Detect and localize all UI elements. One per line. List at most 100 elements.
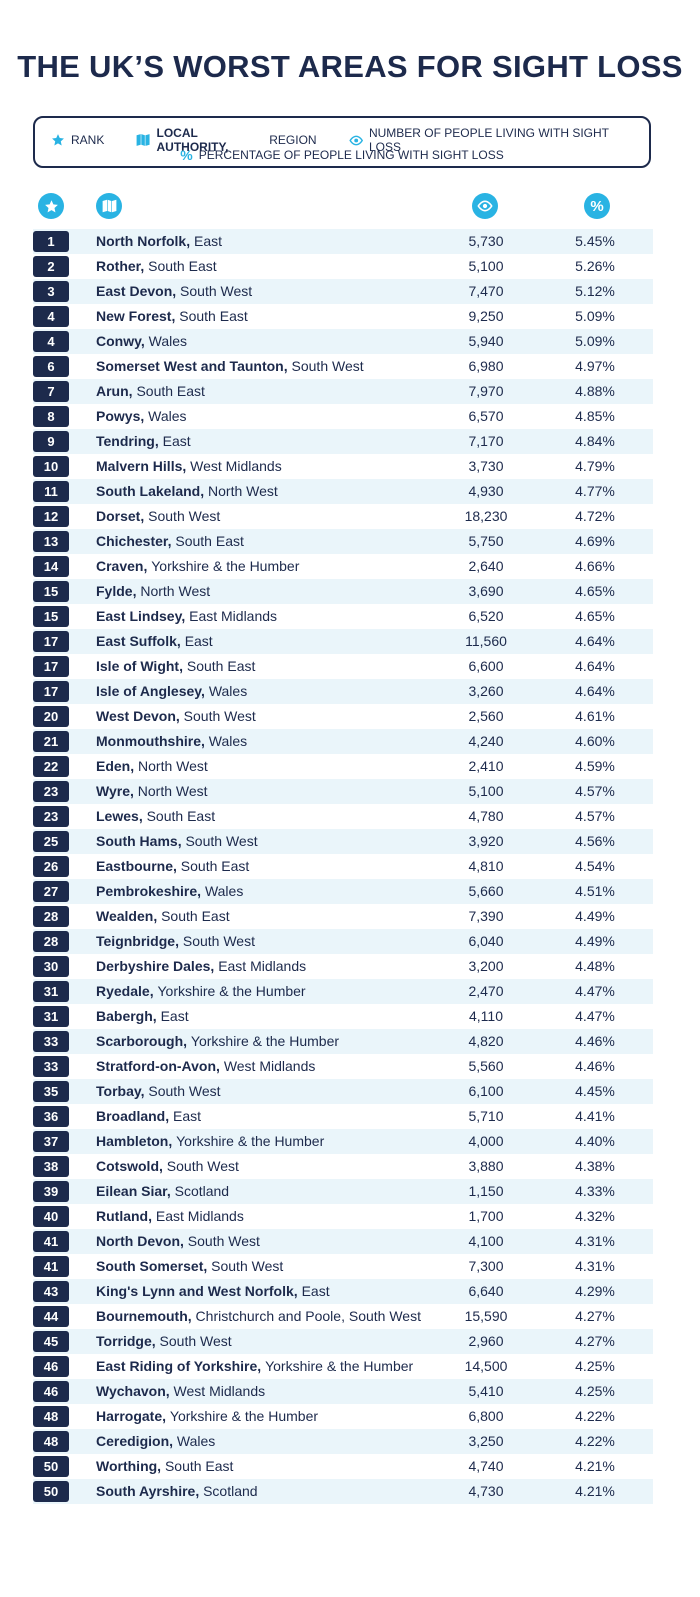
- region-name: South East: [179, 308, 248, 324]
- percentage-value: 4.56%: [575, 833, 615, 849]
- region-name: South East: [136, 383, 205, 399]
- percentage-value: 4.51%: [575, 883, 615, 899]
- legend: RANK LOCAL AUTHORITY, REGION NUMBER OF P…: [33, 116, 651, 168]
- percentage-value: 4.88%: [575, 383, 615, 399]
- legend-item-rank: RANK: [51, 133, 104, 147]
- region-name: East: [301, 1283, 330, 1299]
- region-name: East: [162, 433, 191, 449]
- region-name: Christchurch and Poole, South West: [195, 1308, 421, 1324]
- rank-badge: 37: [33, 1131, 69, 1152]
- authority-separator: ,: [130, 758, 139, 774]
- rank-badge: 31: [33, 981, 69, 1002]
- authority-separator: ,: [210, 958, 219, 974]
- percentage-value: 4.57%: [575, 783, 615, 799]
- authority-name: Broadland: [96, 1108, 166, 1124]
- table-row: 14 Craven, Yorkshire & the Humber 2,640 4.6…: [33, 554, 653, 579]
- people-count: 7,970: [468, 383, 504, 399]
- authority-region: Chichester, South East: [96, 529, 244, 554]
- people-count: 1,700: [468, 1208, 504, 1224]
- region-name: Wales: [208, 683, 248, 699]
- authority-region: Eilean Siar, Scotland: [96, 1179, 229, 1204]
- rank-badge: 21: [33, 731, 69, 752]
- people-count: 6,640: [468, 1283, 504, 1299]
- authority-separator: ,: [165, 1383, 174, 1399]
- people-count: 5,730: [468, 233, 504, 249]
- region-name: Yorkshire & the Humber: [151, 558, 300, 574]
- people-count: 4,110: [469, 1008, 503, 1024]
- people-count: 15,590: [464, 1308, 508, 1324]
- table-row: 17 Isle of Anglesey, Wales 3,260 4.64%: [33, 679, 653, 704]
- percentage-value: 4.65%: [575, 583, 615, 599]
- region-name: North West: [138, 758, 208, 774]
- region-name: South East: [175, 533, 244, 549]
- region-name: East Midlands: [189, 608, 278, 624]
- people-count: 4,100: [468, 1233, 504, 1249]
- percentage-value: 4.27%: [575, 1308, 615, 1324]
- people-count: 3,260: [468, 683, 504, 699]
- row-background: [33, 1479, 653, 1504]
- table-row: 41 North Devon, South West 4,100 4.31%: [33, 1229, 653, 1254]
- authority-separator: ,: [186, 233, 194, 249]
- authority-separator: ,: [153, 908, 162, 924]
- rank-badge: 27: [33, 881, 69, 902]
- table-row: 17 East Suffolk, East 11,560 4.64%: [33, 629, 653, 654]
- authority-region: Rutland, East Midlands: [96, 1204, 244, 1229]
- table-row: 36 Broadland, East 5,710 4.41%: [33, 1104, 653, 1129]
- legend-row: RANK LOCAL AUTHORITY, REGION NUMBER OF P…: [35, 126, 649, 154]
- people-count: 5,560: [468, 1058, 504, 1074]
- authority-name: Pembrokeshire: [96, 883, 198, 899]
- header-eye-icon: [472, 193, 498, 219]
- authority-separator: ,: [140, 258, 149, 274]
- people-count: 3,250: [468, 1433, 504, 1449]
- table-row: 48 Harrogate, Yorkshire & the Humber 6,800…: [33, 1404, 653, 1429]
- authority-separator: ,: [176, 633, 185, 649]
- rank-badge: 26: [33, 856, 69, 877]
- legend-item-authority: LOCAL AUTHORITY, REGION: [136, 126, 317, 154]
- rank-badge: 2: [33, 256, 69, 277]
- rank-badge: 10: [33, 456, 69, 477]
- authority-region: Dorset, South West: [96, 504, 220, 529]
- percentage-value: 4.46%: [575, 1058, 615, 1074]
- people-count: 4,730: [468, 1483, 504, 1499]
- region-name: Yorkshire & the Humber: [157, 983, 306, 999]
- table-row: 43 King's Lynn and West Norfolk, East 6,64…: [33, 1279, 653, 1304]
- people-count: 5,100: [468, 783, 504, 799]
- people-count: 1,150: [468, 1183, 504, 1199]
- region-name: Wales: [148, 333, 188, 349]
- row-background: [33, 1429, 653, 1454]
- region-name: Yorkshire & the Humber: [190, 1033, 340, 1049]
- authority-separator: ,: [168, 1133, 177, 1149]
- authority-name: Conwy: [96, 333, 141, 349]
- authority-name: South Hams: [96, 833, 178, 849]
- authority-region: Powys, Wales: [96, 404, 187, 429]
- region-name: East: [194, 233, 223, 249]
- rank-badge: 50: [33, 1456, 69, 1477]
- authority-separator: ,: [175, 708, 184, 724]
- authority-name: Stratford-on-Avon: [96, 1058, 217, 1074]
- authority-separator: ,: [129, 783, 138, 799]
- authority-separator: ,: [197, 883, 205, 899]
- authority-name: West Devon: [96, 708, 176, 724]
- authority-region: South Hams, South West: [96, 829, 258, 854]
- rank-badge: 14: [33, 556, 69, 577]
- table-row: 45 Torridge, South West 2,960 4.27%: [33, 1329, 653, 1354]
- rank-badge: 46: [33, 1381, 69, 1402]
- table-row: 17 Isle of Wight, South East 6,600 4.64%: [33, 654, 653, 679]
- table-row: 40 Rutland, East Midlands 1,700 4.32%: [33, 1204, 653, 1229]
- people-count: 3,920: [468, 833, 504, 849]
- authority-name: Malvern Hills: [96, 458, 183, 474]
- table-row: 25 South Hams, South West 3,920 4.56%: [33, 829, 653, 854]
- region-name: Yorkshire & the Humber: [176, 1133, 325, 1149]
- region-name: South West: [183, 708, 256, 724]
- region-name: East: [184, 633, 213, 649]
- authority-name: Dorset: [96, 508, 141, 524]
- authority-region: Stratford-on-Avon, West Midlands: [96, 1054, 315, 1079]
- people-count: 7,470: [468, 283, 504, 299]
- region-name: Yorkshire & the Humber: [169, 1408, 319, 1424]
- rank-badge: 31: [33, 1006, 69, 1027]
- authority-name: Hambleton: [96, 1133, 169, 1149]
- authority-separator: ,: [162, 1408, 170, 1424]
- region-name: South West: [185, 833, 258, 849]
- table-row: 6 Somerset West and Taunton, South West 6,…: [33, 354, 653, 379]
- authority-separator: ,: [203, 1258, 212, 1274]
